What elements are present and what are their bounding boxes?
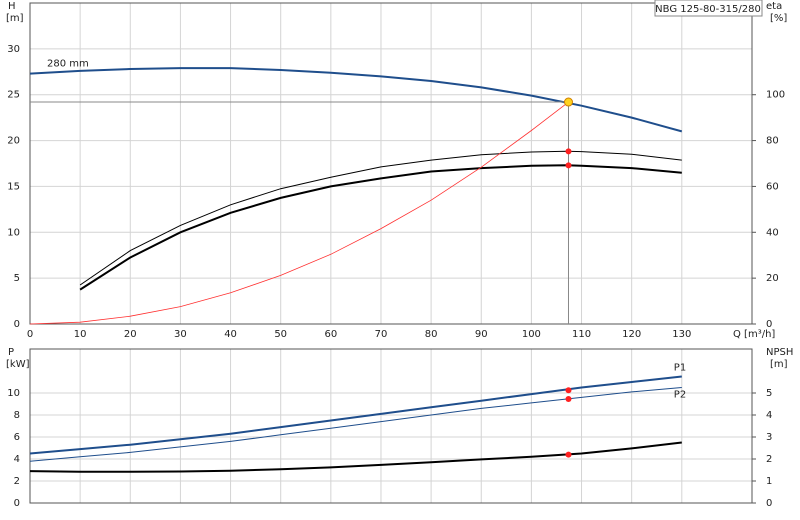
y-tick-label: 2 — [14, 476, 20, 487]
operating-point — [565, 148, 572, 155]
x-tick-label: 60 — [324, 329, 337, 340]
y2-tick-label: 4 — [766, 410, 772, 421]
y-tick-label: 15 — [7, 181, 20, 192]
y2-tick-label: 0 — [766, 498, 772, 509]
x-tick-label: 90 — [475, 329, 488, 340]
plot-frame — [29, 348, 753, 504]
operating-point — [563, 97, 573, 107]
x-axis-label: Q [m³/h] — [733, 329, 775, 340]
x-tick-label: 70 — [375, 329, 388, 340]
series-line — [79, 150, 682, 286]
series-label: 280 mm — [47, 59, 89, 70]
y-tick-label: 10 — [7, 388, 20, 399]
series-line — [29, 67, 683, 133]
series-line — [29, 101, 569, 325]
y-tick-label: 4 — [14, 454, 20, 465]
operating-point — [565, 396, 572, 403]
y2-tick-label: 80 — [766, 136, 779, 147]
series-label: P1 — [674, 363, 686, 374]
series-label: P2 — [674, 390, 686, 401]
operating-point — [565, 162, 572, 169]
y2-tick-label: 0 — [766, 319, 772, 330]
y2-tick-label: 20 — [766, 273, 779, 284]
y2-tick-label: 2 — [766, 454, 772, 465]
y2-tick-label: 60 — [766, 181, 779, 192]
x-tick-label: 80 — [425, 329, 438, 340]
y-axis-unit: [kW] — [6, 359, 30, 370]
y-tick-label: 6 — [14, 432, 20, 443]
y-tick-label: 10 — [7, 227, 20, 238]
y-tick-label: 0 — [14, 498, 20, 509]
y-tick-label: 20 — [7, 136, 20, 147]
x-tick-label: 40 — [224, 329, 237, 340]
y-tick-label: 25 — [7, 90, 20, 101]
y2-tick-label: 40 — [766, 227, 779, 238]
y2-axis-label: eta — [766, 1, 782, 12]
y2-tick-label: 100 — [766, 90, 785, 101]
y-axis-label: H — [8, 1, 16, 12]
x-tick-label: 30 — [174, 329, 187, 340]
x-tick-label: 0 — [27, 329, 33, 340]
x-tick-label: 100 — [522, 329, 541, 340]
title-box — [654, 0, 763, 17]
operating-point — [565, 451, 572, 458]
y-tick-label: 8 — [14, 410, 20, 421]
plot-frame — [29, 2, 753, 325]
y-tick-label: 30 — [7, 44, 20, 55]
x-tick-label: 10 — [74, 329, 87, 340]
y2-axis-unit: [m] — [770, 359, 788, 370]
y-tick-label: 0 — [14, 319, 20, 330]
series-line — [79, 164, 682, 291]
operating-point — [565, 387, 572, 394]
chart-title: NBG 125-80-315/280 — [655, 4, 761, 15]
y-axis-label: P — [8, 347, 14, 358]
series-line — [29, 441, 682, 473]
x-tick-label: 20 — [124, 329, 137, 340]
y2-tick-label: 5 — [766, 388, 772, 399]
series-line — [29, 387, 682, 462]
y-axis-unit: [m] — [6, 13, 24, 24]
y2-axis-label: NPSH — [766, 347, 793, 358]
y2-axis-unit: [%] — [770, 13, 787, 24]
x-tick-label: 110 — [572, 329, 591, 340]
x-tick-label: 130 — [672, 329, 691, 340]
y2-tick-label: 1 — [766, 476, 772, 487]
y-tick-label: 5 — [14, 273, 20, 284]
series-line — [29, 375, 682, 455]
x-tick-label: 120 — [622, 329, 641, 340]
x-tick-label: 50 — [274, 329, 287, 340]
y2-tick-label: 3 — [766, 432, 772, 443]
